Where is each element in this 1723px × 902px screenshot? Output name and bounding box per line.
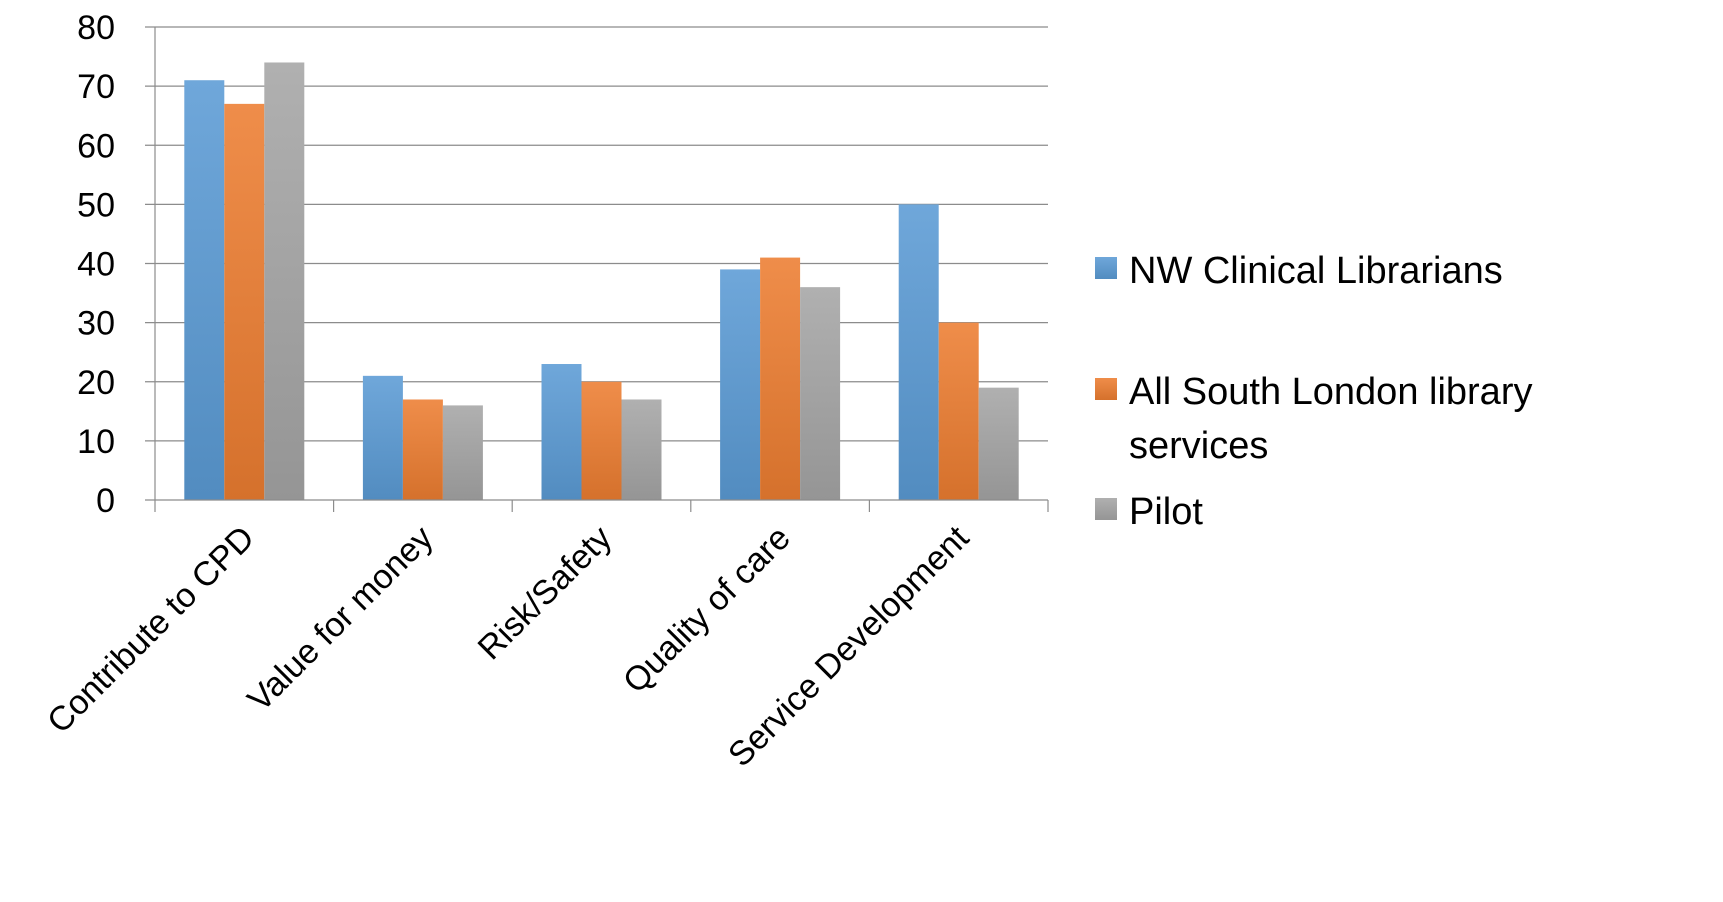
bar-all-south-london-library-services-1 bbox=[402, 399, 443, 500]
y-tick-label: 10 bbox=[77, 423, 115, 461]
bars bbox=[184, 62, 1019, 501]
bar-pilot-1 bbox=[442, 405, 483, 500]
y-tick-labels: 0 10 20 30 40 50 60 70 80 bbox=[77, 9, 115, 520]
legend-swatch bbox=[1095, 378, 1117, 400]
bar-all-south-london-library-services-4 bbox=[938, 322, 979, 500]
bar-pilot-4 bbox=[978, 387, 1019, 500]
y-tick-label: 50 bbox=[77, 186, 115, 224]
axes bbox=[145, 27, 1049, 512]
bar-pilot-0 bbox=[264, 62, 305, 500]
legend: NW Clinical Librarians All South London l… bbox=[1095, 250, 1532, 533]
legend-label: All South London library bbox=[1129, 371, 1532, 413]
y-tick-label: 80 bbox=[77, 9, 115, 47]
bar-pilot-3 bbox=[800, 287, 841, 500]
category-label: Risk/Safety bbox=[471, 519, 619, 667]
legend-swatch bbox=[1095, 257, 1117, 279]
bar-all-south-london-library-services-3 bbox=[760, 257, 801, 500]
legend-label: services bbox=[1129, 425, 1268, 467]
category-label: Quality of care bbox=[616, 519, 798, 701]
legend-swatch bbox=[1095, 498, 1117, 520]
bar-all-south-london-library-services-2 bbox=[581, 381, 622, 500]
bar-pilot-2 bbox=[621, 399, 662, 500]
bar-nw-clinical-librarians-1 bbox=[362, 375, 403, 500]
y-tick-label: 40 bbox=[77, 246, 115, 284]
bar-nw-clinical-librarians-0 bbox=[184, 80, 225, 501]
y-tick-label: 70 bbox=[77, 68, 115, 106]
bar-nw-clinical-librarians-2 bbox=[541, 364, 582, 500]
y-tick-label: 0 bbox=[96, 482, 115, 520]
legend-label: Pilot bbox=[1129, 491, 1203, 533]
y-tick-label: 30 bbox=[77, 305, 115, 343]
legend-label: NW Clinical Librarians bbox=[1129, 250, 1503, 292]
y-tick-label: 20 bbox=[77, 364, 115, 402]
bar-nw-clinical-librarians-4 bbox=[898, 204, 939, 500]
bar-all-south-london-library-services-0 bbox=[224, 103, 265, 501]
category-label: Value for money bbox=[240, 519, 440, 719]
bar-nw-clinical-librarians-3 bbox=[720, 269, 761, 500]
y-tick-label: 60 bbox=[77, 127, 115, 165]
category-label: Contribute to CPD bbox=[40, 519, 262, 741]
